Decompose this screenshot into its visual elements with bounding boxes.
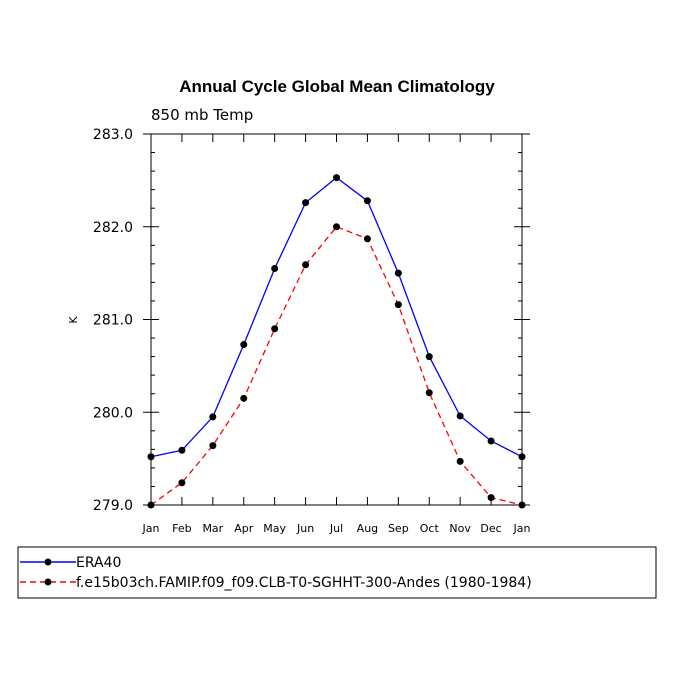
series-0-point xyxy=(363,197,371,205)
legend-label-model: f.e15b03ch.FAMIP.f09_f09.CLB-T0-SGHHT-30… xyxy=(76,575,532,591)
plot-frame xyxy=(150,133,523,506)
y-tick-label: 281.0 xyxy=(93,313,133,329)
x-tick-label: Jan xyxy=(513,522,531,535)
y-tick-label: 280.0 xyxy=(93,405,133,421)
series-0-point xyxy=(178,446,186,454)
series-1-point xyxy=(518,501,526,509)
series-0-point xyxy=(518,453,526,461)
legend-marker-model xyxy=(44,578,52,586)
chart-title: Annual Cycle Global Mean Climatology xyxy=(179,77,495,96)
series-0-point xyxy=(147,453,155,461)
series-1-point xyxy=(178,479,186,487)
y-axis-label: K xyxy=(67,316,80,324)
x-tick-label: Aug xyxy=(357,522,378,535)
legend-box xyxy=(17,546,657,599)
series-1-point xyxy=(271,325,279,333)
series-1-point xyxy=(209,442,217,450)
x-tick-label: Sep xyxy=(388,522,409,535)
series-1-point xyxy=(363,235,371,243)
series-0-point xyxy=(333,174,340,182)
legend: ERA40 f.e15b03ch.FAMIP.f09_f09.CLB-T0-SG… xyxy=(17,546,657,599)
series-0-point xyxy=(456,412,464,420)
x-tick-label: Apr xyxy=(234,522,254,535)
legend-label-era40: ERA40 xyxy=(76,555,121,571)
series-0-point xyxy=(302,199,310,207)
x-tick-label: Mar xyxy=(202,522,223,535)
legend-marker-era40 xyxy=(44,558,52,566)
series-1-point xyxy=(240,394,248,402)
y-tick-label: 283.0 xyxy=(93,127,133,143)
series-0-point xyxy=(425,353,433,361)
series-1-point xyxy=(147,501,155,509)
series-1-point xyxy=(394,301,402,309)
y-tick-label: 279.0 xyxy=(93,498,133,514)
x-tick-label: May xyxy=(263,522,286,535)
series-1-point xyxy=(456,457,464,465)
x-tick-label: Jul xyxy=(329,522,343,535)
series-0-point xyxy=(271,264,279,272)
series-group xyxy=(147,174,526,509)
series-1-point xyxy=(425,389,433,397)
x-tick-label: Jan xyxy=(142,522,160,535)
series-0-point xyxy=(394,269,402,277)
chart-subtitle: 850 mb Temp xyxy=(151,106,253,124)
y-tick-label: 282.0 xyxy=(93,220,133,236)
x-tick-label: Oct xyxy=(420,522,440,535)
series-line-1 xyxy=(150,226,523,506)
x-tick-label: Jun xyxy=(296,522,314,535)
series-1-point xyxy=(333,223,340,231)
series-0-point xyxy=(487,437,495,445)
series-0-point xyxy=(209,413,217,421)
axes-group: 279.0 280.0 281.0 282.0 283.0 Jan Feb Mar Apr May… xyxy=(93,127,531,535)
x-tick-label: Nov xyxy=(449,522,471,535)
x-tick-label: Dec xyxy=(480,522,501,535)
series-1-point xyxy=(302,261,310,269)
series-1-point xyxy=(487,494,495,502)
x-tick-label: Feb xyxy=(172,522,191,535)
series-0-point xyxy=(240,341,248,349)
series-line-0 xyxy=(150,176,523,458)
